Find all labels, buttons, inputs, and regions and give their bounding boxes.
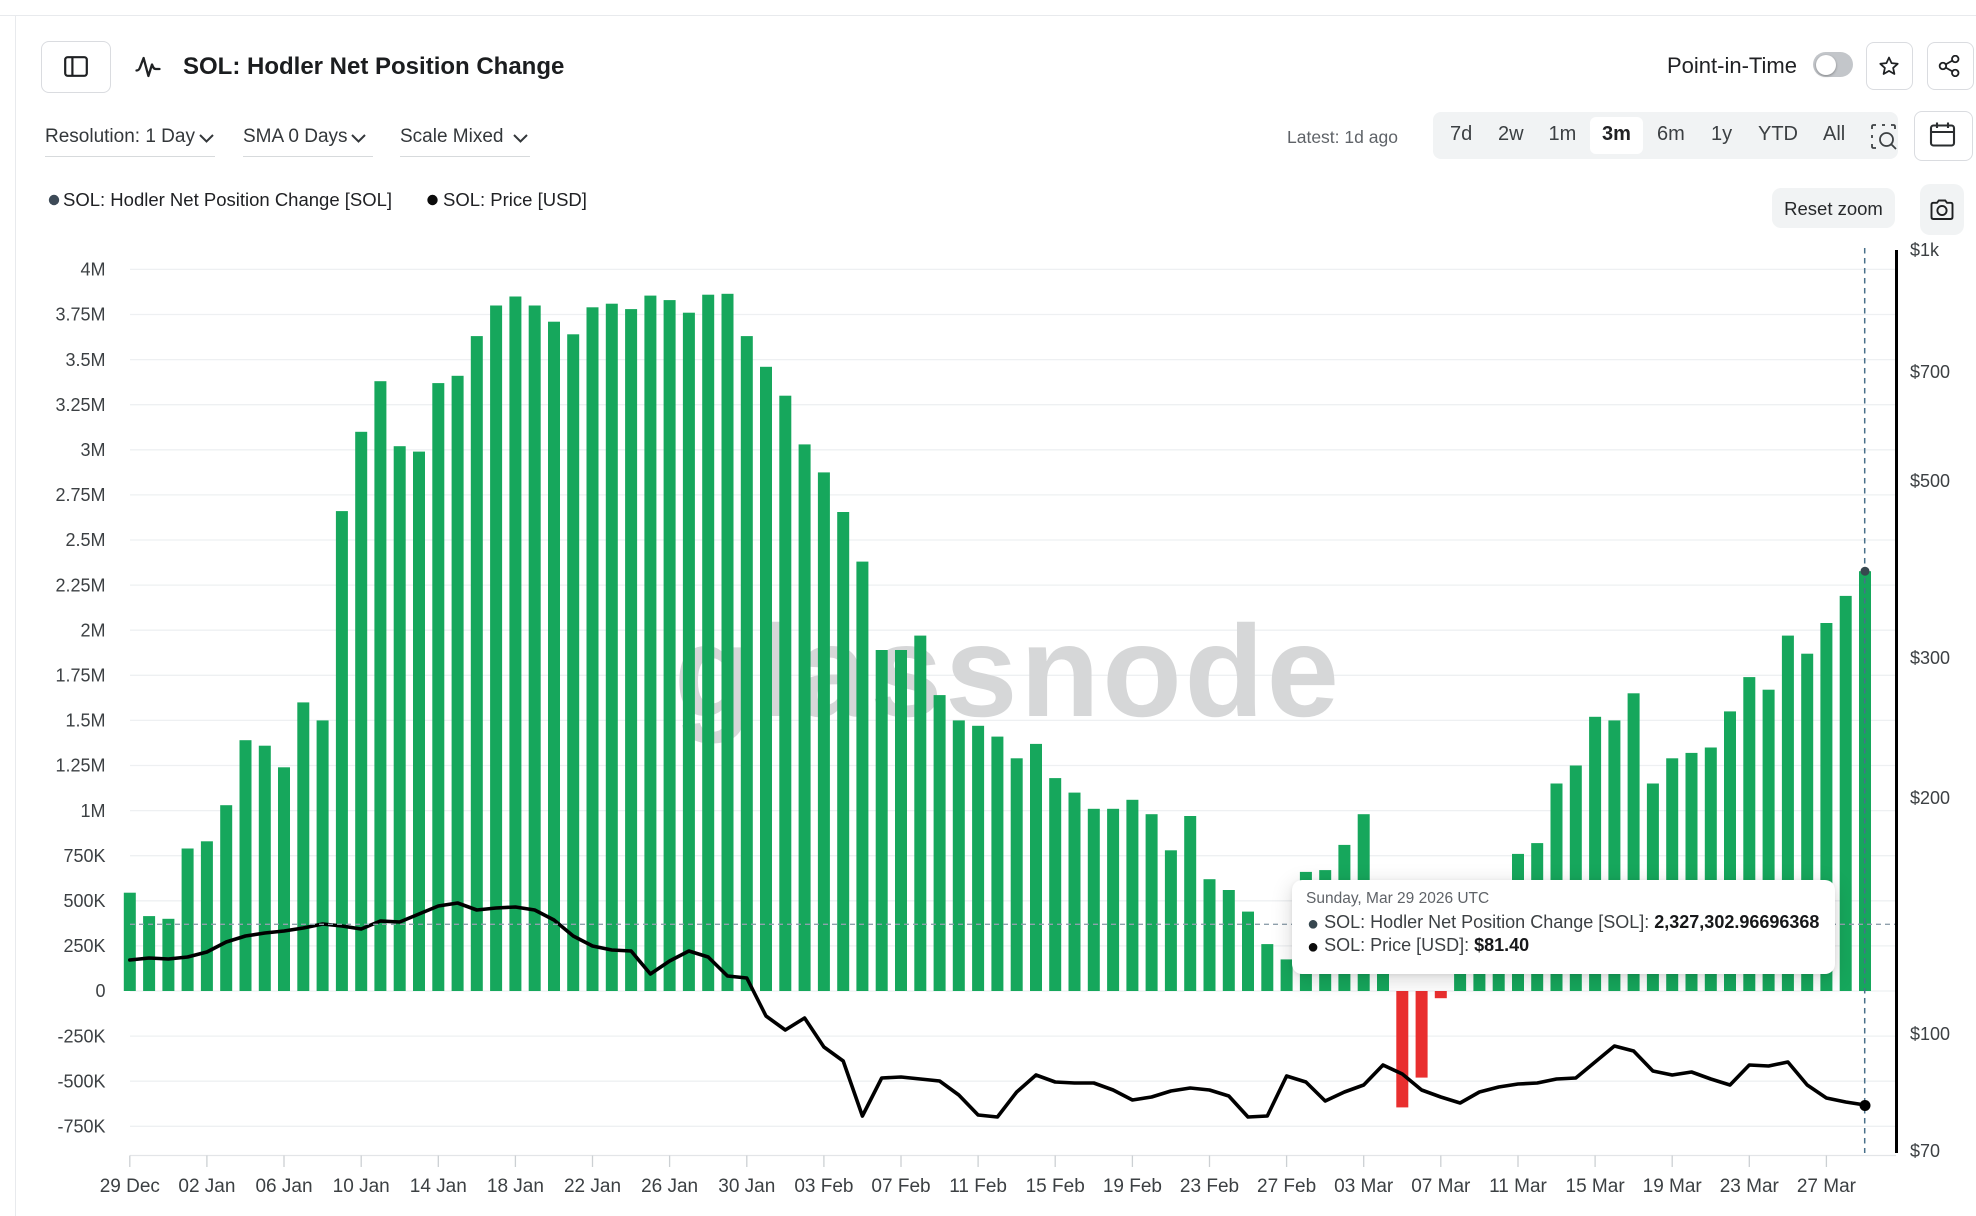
svg-text:19 Mar: 19 Mar <box>1643 1176 1703 1197</box>
svg-text:3.25M: 3.25M <box>55 395 105 415</box>
svg-text:4M: 4M <box>80 260 105 280</box>
svg-text:$500: $500 <box>1910 471 1950 491</box>
svg-text:26 Jan: 26 Jan <box>641 1176 698 1197</box>
svg-text:29 Dec: 29 Dec <box>100 1176 160 1197</box>
svg-text:19 Feb: 19 Feb <box>1103 1176 1162 1197</box>
svg-text:-750K: -750K <box>57 1117 105 1137</box>
svg-text:3.75M: 3.75M <box>55 305 105 325</box>
svg-text:11 Mar: 11 Mar <box>1489 1176 1547 1197</box>
svg-text:03 Mar: 03 Mar <box>1334 1176 1394 1197</box>
svg-text:$70: $70 <box>1910 1141 1940 1161</box>
svg-text:22 Jan: 22 Jan <box>564 1176 621 1197</box>
svg-text:02 Jan: 02 Jan <box>178 1176 235 1197</box>
svg-text:$700: $700 <box>1910 362 1950 382</box>
svg-text:27 Feb: 27 Feb <box>1257 1176 1316 1197</box>
svg-text:2.75M: 2.75M <box>55 485 105 505</box>
svg-text:2M: 2M <box>80 620 105 640</box>
svg-text:glassnode: glassnode <box>674 598 1342 744</box>
svg-text:1M: 1M <box>80 801 105 821</box>
svg-text:2.5M: 2.5M <box>65 530 105 550</box>
svg-text:18 Jan: 18 Jan <box>487 1176 544 1197</box>
svg-text:11 Feb: 11 Feb <box>949 1176 1007 1197</box>
svg-text:07 Feb: 07 Feb <box>871 1176 930 1197</box>
svg-text:23 Mar: 23 Mar <box>1720 1176 1780 1197</box>
svg-text:$1k: $1k <box>1910 240 1940 260</box>
svg-text:27 Mar: 27 Mar <box>1797 1176 1857 1197</box>
svg-text:1.25M: 1.25M <box>55 756 105 776</box>
svg-text:750K: 750K <box>63 846 105 866</box>
svg-text:07 Mar: 07 Mar <box>1411 1176 1471 1197</box>
svg-text:3.5M: 3.5M <box>65 350 105 370</box>
svg-text:$200: $200 <box>1910 788 1950 808</box>
svg-text:500K: 500K <box>63 891 105 911</box>
svg-text:15 Feb: 15 Feb <box>1026 1176 1085 1197</box>
svg-text:1.5M: 1.5M <box>65 711 105 731</box>
svg-text:250K: 250K <box>63 936 105 956</box>
svg-text:10 Jan: 10 Jan <box>333 1176 390 1197</box>
svg-text:14 Jan: 14 Jan <box>410 1176 467 1197</box>
svg-text:-500K: -500K <box>57 1071 105 1091</box>
svg-text:06 Jan: 06 Jan <box>255 1176 312 1197</box>
svg-text:15 Mar: 15 Mar <box>1566 1176 1626 1197</box>
svg-text:0: 0 <box>95 981 105 1001</box>
svg-text:2.25M: 2.25M <box>55 575 105 595</box>
svg-text:30 Jan: 30 Jan <box>718 1176 775 1197</box>
svg-text:1.75M: 1.75M <box>55 666 105 686</box>
svg-text:23 Feb: 23 Feb <box>1180 1176 1239 1197</box>
svg-text:-250K: -250K <box>57 1026 105 1046</box>
svg-text:$100: $100 <box>1910 1024 1950 1044</box>
svg-text:3M: 3M <box>80 440 105 460</box>
svg-text:03 Feb: 03 Feb <box>794 1176 853 1197</box>
svg-text:$300: $300 <box>1910 648 1950 668</box>
